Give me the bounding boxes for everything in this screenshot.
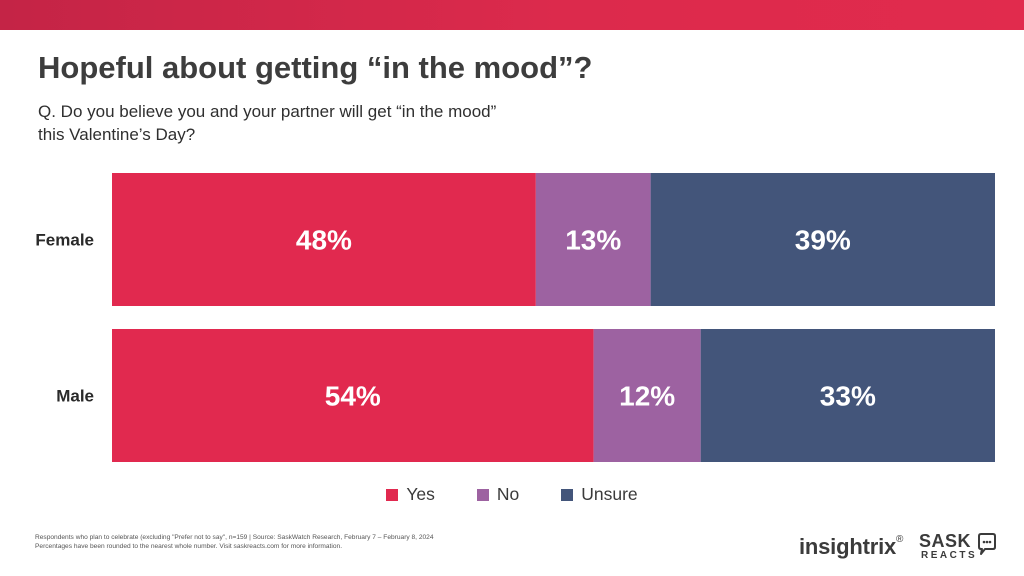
- category-label-male: Male: [56, 387, 94, 406]
- legend-label-unsure: Unsure: [581, 484, 638, 504]
- footnote: Respondents who plan to celebrate (exclu…: [35, 534, 434, 551]
- legend-item-yes: Yes: [386, 484, 435, 505]
- sask-reacts-logo: SASK REACTS: [919, 531, 979, 565]
- legend-label-yes: Yes: [406, 484, 435, 504]
- data-label-unsure-female: 39%: [795, 225, 851, 256]
- insightrix-wordmark: insightrix: [799, 534, 897, 559]
- data-label-no-male: 12%: [619, 381, 675, 412]
- survey-question: Q. Do you believe you and your partner w…: [38, 102, 497, 144]
- data-label-no-female: 13%: [565, 225, 621, 256]
- chart-legend: Yes No Unsure: [0, 484, 1024, 505]
- chat-bubble-icon: [978, 533, 996, 555]
- sask-wordmark: SASK: [919, 531, 972, 551]
- page-title: Hopeful about getting “in the mood”?: [38, 50, 593, 85]
- category-label-female: Female: [35, 231, 94, 250]
- footnote-line-1: Respondents who plan to celebrate (exclu…: [35, 534, 434, 541]
- legend-swatch-no: [476, 488, 489, 501]
- insightrix-logo: insightrix®: [799, 534, 903, 560]
- registered-mark: ®: [896, 534, 904, 545]
- legend-swatch-yes: [386, 488, 399, 501]
- legend-item-no: No: [476, 484, 520, 505]
- bar-unsure-male: [700, 329, 995, 462]
- bar-no-male: [593, 329, 701, 462]
- data-label-unsure-male: 33%: [820, 381, 876, 412]
- data-label-yes-female: 48%: [296, 225, 352, 256]
- top-accent-bar: [0, 0, 1024, 30]
- reacts-wordmark: REACTS: [921, 550, 978, 561]
- bar-yes-female: [112, 173, 536, 306]
- legend-item-unsure: Unsure: [561, 484, 638, 505]
- data-label-yes-male: 54%: [325, 381, 381, 412]
- bar-yes-male: [112, 329, 594, 462]
- bar-unsure-female: [650, 173, 995, 306]
- legend-swatch-unsure: [561, 488, 574, 501]
- bar-no-female: [535, 173, 651, 306]
- legend-label-no: No: [496, 484, 520, 504]
- footnote-line-2: Percentages have been rounded to the nea…: [35, 542, 343, 550]
